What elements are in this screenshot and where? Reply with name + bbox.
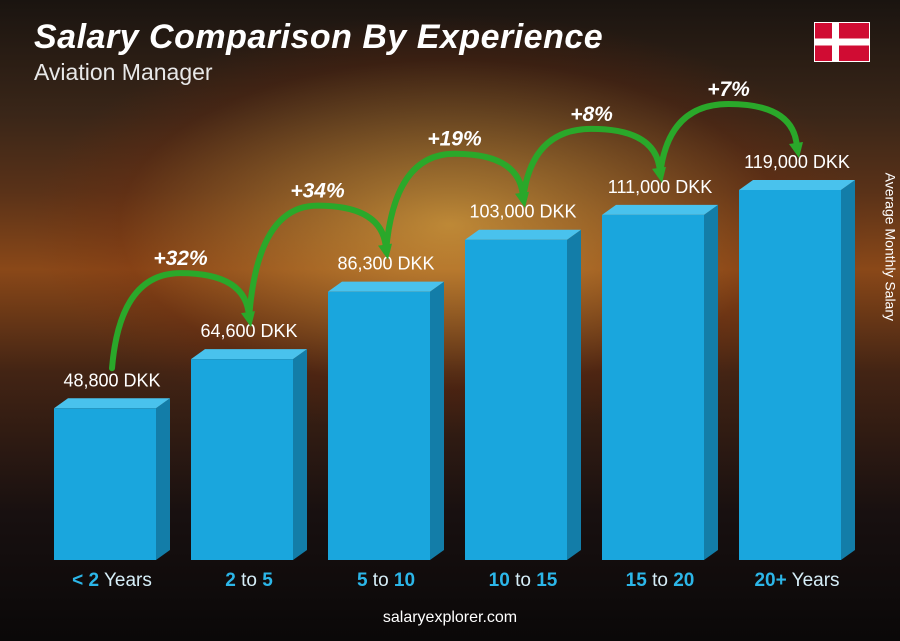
bar-category-label: 10 to 15 (489, 570, 558, 591)
bar-category-label: 2 to 5 (225, 570, 273, 591)
bar-face (191, 359, 293, 560)
bar-category-label: 20+ Years (754, 570, 839, 591)
bar-face (54, 408, 156, 560)
bar-top (739, 180, 855, 190)
bar-chart: 48,800 DKK< 2 Years64,600 DKK2 to 586,30… (0, 0, 900, 641)
growth-pct-label: +32% (153, 247, 208, 270)
bar-top (191, 349, 307, 359)
bar-side (430, 282, 444, 560)
growth-pct-label: +19% (427, 128, 482, 151)
bar-side (567, 230, 581, 560)
bar-side (704, 205, 718, 560)
bar-category-label: 15 to 20 (626, 570, 695, 591)
growth-pct-label: +34% (290, 180, 345, 203)
bar-face (739, 190, 841, 560)
bar-top (54, 398, 170, 408)
bar-side (156, 398, 170, 560)
infographic-page: Salary Comparison By Experience Aviation… (0, 0, 900, 641)
bar-category-label: 5 to 10 (357, 570, 415, 591)
growth-pct-label: +8% (570, 103, 613, 126)
bar-face (328, 292, 430, 560)
bar-face (465, 240, 567, 560)
bar-top (602, 205, 718, 215)
bar-value-label: 48,800 DKK (63, 370, 160, 390)
growth-pct-label: +7% (707, 78, 750, 101)
bar-side (293, 349, 307, 560)
bar-top (328, 282, 444, 292)
bar-category-label: < 2 Years (72, 570, 152, 591)
bar-face (602, 215, 704, 560)
footer-source: salaryexplorer.com (0, 609, 900, 627)
bar-side (841, 180, 855, 560)
bar-top (465, 230, 581, 240)
